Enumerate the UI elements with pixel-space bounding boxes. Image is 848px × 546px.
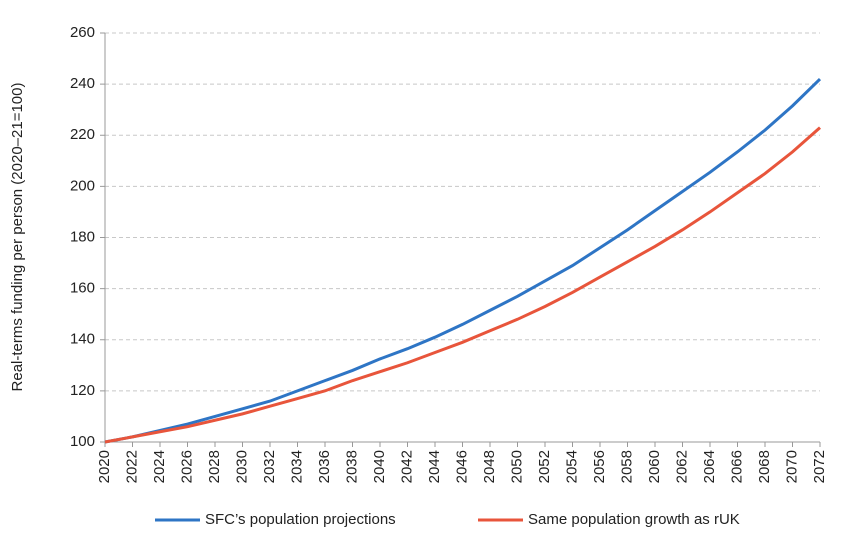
x-tick-label: 2020 <box>96 450 113 483</box>
x-tick-label: 2034 <box>288 450 305 483</box>
x-tick-label: 2046 <box>453 450 470 483</box>
x-tick-label: 2036 <box>316 450 333 483</box>
x-tick-label: 2048 <box>481 450 498 483</box>
x-tick-label: 2072 <box>811 450 828 483</box>
y-tick-label: 260 <box>70 24 95 41</box>
x-tick-label: 2042 <box>398 450 415 483</box>
x-tick-label: 2064 <box>701 450 718 483</box>
y-tick-label: 200 <box>70 177 95 194</box>
x-tick-label: 2068 <box>756 450 773 483</box>
x-tick-label: 2062 <box>673 450 690 483</box>
x-tick-label: 2028 <box>206 450 223 483</box>
x-tick-label: 2058 <box>618 450 635 483</box>
y-tick-label: 220 <box>70 126 95 143</box>
x-tick-label: 2024 <box>151 450 168 483</box>
x-tick-label: 2050 <box>508 450 525 483</box>
y-axis-label: Real-terms funding per person (2020–21=1… <box>9 83 26 392</box>
x-tick-label: 2060 <box>646 450 663 483</box>
y-tick-label: 180 <box>70 228 95 245</box>
x-tick-label: 2066 <box>728 450 745 483</box>
y-tick-label: 100 <box>70 433 95 450</box>
y-tick-label: 120 <box>70 382 95 399</box>
y-tick-label: 160 <box>70 280 95 297</box>
y-tick-label: 240 <box>70 75 95 92</box>
x-tick-label: 2044 <box>426 450 443 483</box>
x-tick-label: 2026 <box>178 450 195 483</box>
x-tick-label: 2040 <box>371 450 388 483</box>
x-tick-label: 2054 <box>563 450 580 483</box>
x-tick-label: 2056 <box>591 450 608 483</box>
legend-label: Same population growth as rUK <box>528 511 740 528</box>
series-line <box>104 77 822 444</box>
x-tick-label: 2070 <box>783 450 800 483</box>
legend-label: SFC’s population projections <box>205 511 396 528</box>
y-tick-label: 140 <box>70 331 95 348</box>
x-tick-label: 2038 <box>343 450 360 483</box>
x-tick-label: 2052 <box>536 450 553 483</box>
x-tick-label: 2030 <box>233 450 250 483</box>
series-line <box>104 126 821 444</box>
x-tick-label: 2022 <box>123 450 140 483</box>
x-tick-label: 2032 <box>261 450 278 483</box>
